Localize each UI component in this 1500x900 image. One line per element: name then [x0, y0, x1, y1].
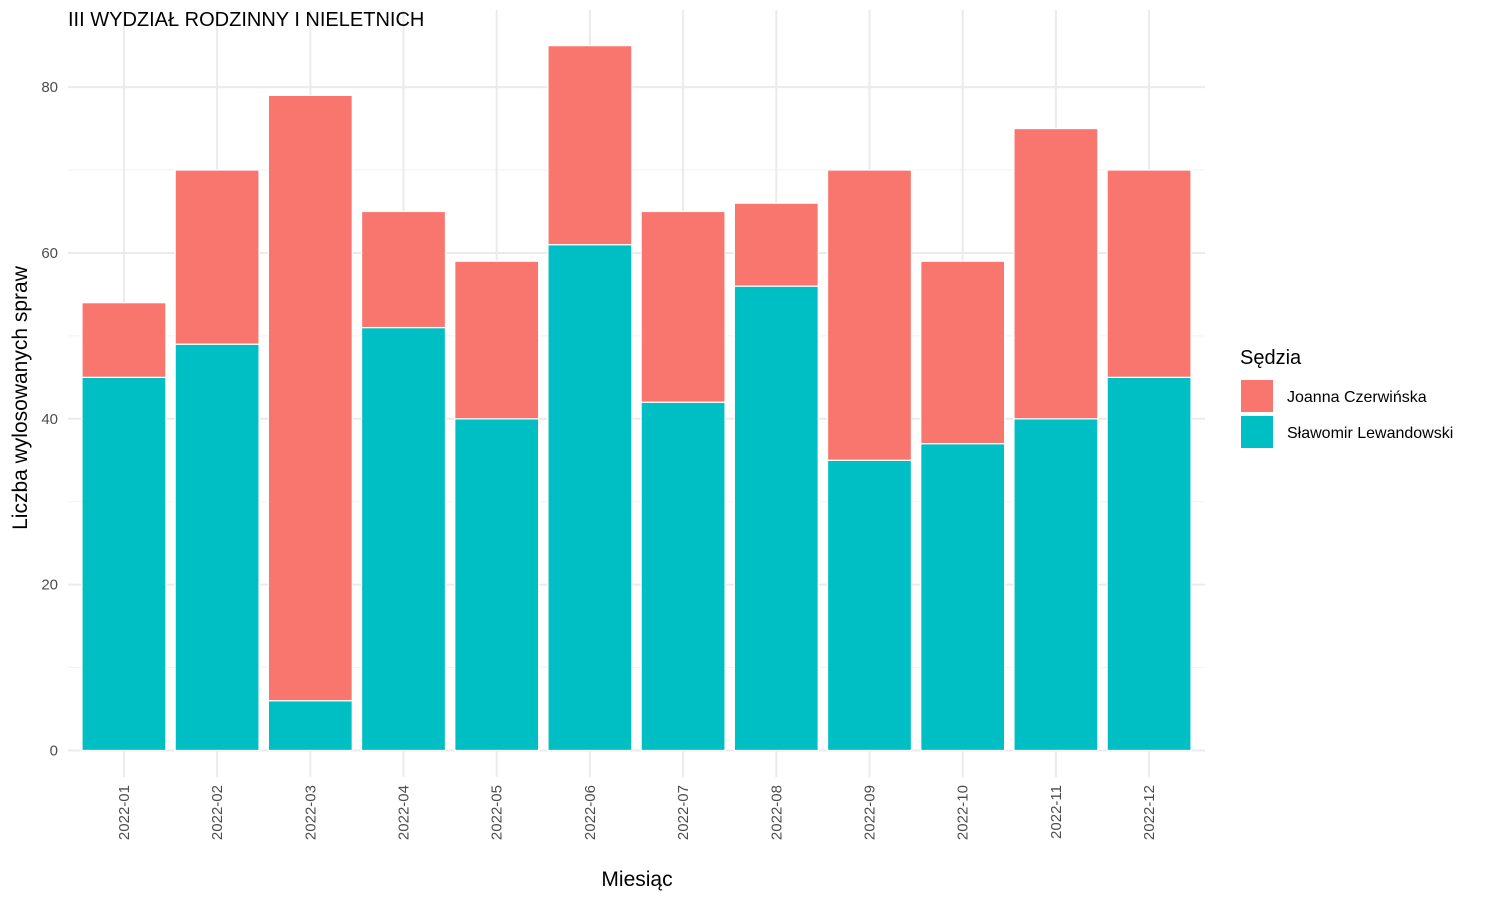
legend-swatch [1239, 414, 1275, 450]
bar-2022-07-series-1 [640, 210, 726, 403]
x-tick-label: 2022-04 [396, 785, 413, 840]
y-axis-ticks: 0 20 40 60 80 [41, 79, 58, 759]
y-axis-title: Liczba wylosowanych spraw [9, 265, 32, 530]
chart-title: III WYDZIAŁ RODZINNY I NIELETNICH [68, 9, 424, 31]
bar-2022-12-series-1 [1106, 169, 1192, 378]
bar-2022-07-series-0 [640, 401, 726, 752]
bar-2022-02-series-0 [174, 343, 260, 752]
bar-2022-11-series-1 [1013, 127, 1099, 420]
bar-2022-10-series-0 [920, 443, 1006, 752]
bar-2022-11-series-0 [1013, 418, 1099, 752]
x-tick-label: 2022-11 [1048, 785, 1065, 839]
bar-2022-06-series-0 [547, 244, 633, 752]
x-tick-label: 2022-09 [861, 785, 878, 840]
x-tick-label: 2022-08 [768, 785, 785, 840]
legend-title: Sędzia [1240, 347, 1302, 369]
y-tick-label: 80 [41, 79, 58, 96]
bar-2022-09-series-0 [826, 459, 913, 752]
bar-2022-04-series-0 [360, 326, 447, 752]
x-tick-label: 2022-03 [302, 785, 319, 840]
x-tick-label: 2022-12 [1141, 785, 1158, 840]
bar-2022-08-series-0 [733, 285, 819, 752]
x-tick-label: 2022-07 [675, 785, 692, 840]
bar-2022-03-series-0 [267, 700, 353, 752]
x-axis-title: Miesiąc [601, 868, 672, 891]
x-tick-label: 2022-02 [209, 785, 226, 840]
legend: Sędzia Joanna Czerwińska Sławomir Lewando… [1239, 347, 1453, 450]
bar-2022-03-series-1 [267, 94, 353, 702]
bar-2022-05-series-1 [454, 260, 540, 420]
x-tick-label: 2022-06 [582, 785, 599, 840]
x-tick-label: 2022-01 [116, 785, 133, 840]
x-axis-ticks: 2022-01 2022-02 2022-03 2022-04 2022-05 2022-… [116, 785, 1158, 840]
bar-2022-09-series-1 [826, 169, 913, 461]
legend-swatch [1239, 378, 1275, 414]
bar-2022-08-series-1 [733, 202, 819, 287]
bar-2022-06-series-1 [547, 45, 633, 246]
y-tick-label: 20 [41, 577, 58, 594]
bar-2022-02-series-1 [174, 169, 260, 345]
bar-2022-12-series-0 [1106, 376, 1192, 752]
y-tick-label: 40 [41, 411, 58, 428]
bar-2022-10-series-1 [920, 260, 1006, 445]
y-tick-label: 60 [41, 245, 58, 262]
bar-2022-01-series-1 [81, 302, 167, 378]
legend-label: Joanna Czerwińska [1287, 389, 1427, 406]
bar-2022-04-series-1 [360, 210, 447, 329]
bar-2022-01-series-0 [81, 376, 167, 752]
x-tick-label: 2022-10 [955, 785, 972, 840]
bars-group [81, 45, 1192, 752]
legend-label: Sławomir Lewandowski [1287, 425, 1453, 442]
y-tick-label: 0 [50, 742, 58, 759]
bar-2022-05-series-0 [454, 418, 540, 752]
x-tick-label: 2022-05 [489, 785, 506, 840]
